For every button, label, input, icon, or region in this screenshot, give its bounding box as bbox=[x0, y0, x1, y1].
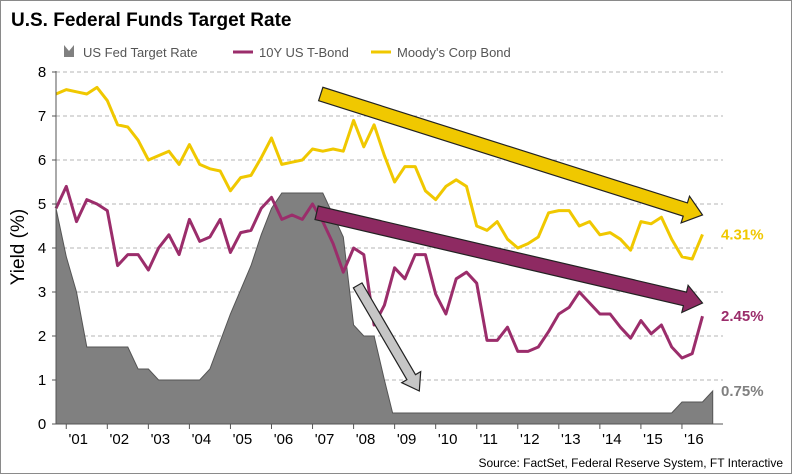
tbond-trend-arrow bbox=[314, 205, 704, 314]
x-tick-label: '12 bbox=[520, 431, 540, 448]
x-tick-label: '11 bbox=[480, 431, 498, 448]
x-tick-label: '05 bbox=[233, 431, 253, 448]
x-tick-label: '13 bbox=[561, 431, 581, 448]
tbond-end-label: 2.45% bbox=[721, 308, 764, 325]
source-note: Source: FactSet, Federal Reserve System,… bbox=[478, 456, 783, 470]
x-tick-labels: '01 '02 '03 '04 '05 '06 '07 '08 '09 '10 '11 '12 '13 '… bbox=[68, 431, 703, 448]
x-tick-label: '14 bbox=[602, 431, 622, 448]
x-tick-label: '03 bbox=[151, 431, 171, 448]
x-tick-label: '10 bbox=[438, 431, 458, 448]
corp-bond-line bbox=[55, 85, 704, 261]
trend-arrows bbox=[314, 86, 704, 392]
legend-corp-bond-label: Moody's Corp Bond bbox=[397, 45, 511, 60]
legend-fed-rate: US Fed Target Rate bbox=[64, 45, 198, 60]
y-tick-label: 3 bbox=[38, 284, 46, 301]
legend-fed-rate-label: US Fed Target Rate bbox=[83, 45, 198, 60]
x-tick-label: '09 bbox=[397, 431, 417, 448]
x-tick-label: '07 bbox=[315, 431, 335, 448]
y-tick-label: 5 bbox=[38, 196, 46, 213]
y-axis-label: Yield (%) bbox=[8, 209, 29, 285]
corp-bond-trend-arrow bbox=[317, 86, 704, 224]
end-value-labels: 0.75% 2.45% 4.31% bbox=[721, 226, 764, 400]
y-tick-label: 4 bbox=[38, 240, 46, 257]
legend-fed-rate-swatch bbox=[64, 45, 74, 57]
fed-rate-end-label: 0.75% bbox=[721, 383, 764, 400]
x-tick-label: '16 bbox=[684, 431, 704, 448]
fed-rate-area-path bbox=[55, 192, 714, 425]
y-tick-label: 6 bbox=[38, 152, 46, 169]
legend-corp-bond: Moody's Corp Bond bbox=[371, 45, 511, 60]
axes bbox=[52, 71, 723, 429]
y-tick-label: 0 bbox=[38, 416, 46, 433]
y-tick-label: 8 bbox=[38, 64, 46, 81]
y-tick-label: 2 bbox=[38, 328, 46, 345]
x-tick-label: '06 bbox=[274, 431, 294, 448]
legend-tbond-label: 10Y US T-Bond bbox=[259, 45, 349, 60]
x-tick-label: '04 bbox=[192, 431, 212, 448]
x-tick-label: '01 bbox=[68, 431, 88, 448]
x-tick-label: '02 bbox=[110, 431, 130, 448]
fed-rate-trend-arrow bbox=[352, 282, 422, 392]
y-tick-label: 1 bbox=[38, 372, 46, 389]
x-tick-label: '08 bbox=[356, 431, 376, 448]
gridlines bbox=[56, 71, 723, 381]
chart-title: U.S. Federal Funds Target Rate bbox=[11, 10, 291, 31]
x-tick-label: '15 bbox=[643, 431, 663, 448]
legend: US Fed Target Rate 10Y US T-Bond Moody's… bbox=[64, 45, 511, 60]
fed-rate-area bbox=[55, 192, 714, 425]
y-tick-labels: 0 1 2 3 4 5 6 7 8 bbox=[38, 64, 46, 433]
legend-tbond: 10Y US T-Bond bbox=[233, 45, 349, 60]
y-tick-label: 7 bbox=[38, 108, 46, 125]
corp-bond-end-label: 4.31% bbox=[721, 226, 764, 243]
